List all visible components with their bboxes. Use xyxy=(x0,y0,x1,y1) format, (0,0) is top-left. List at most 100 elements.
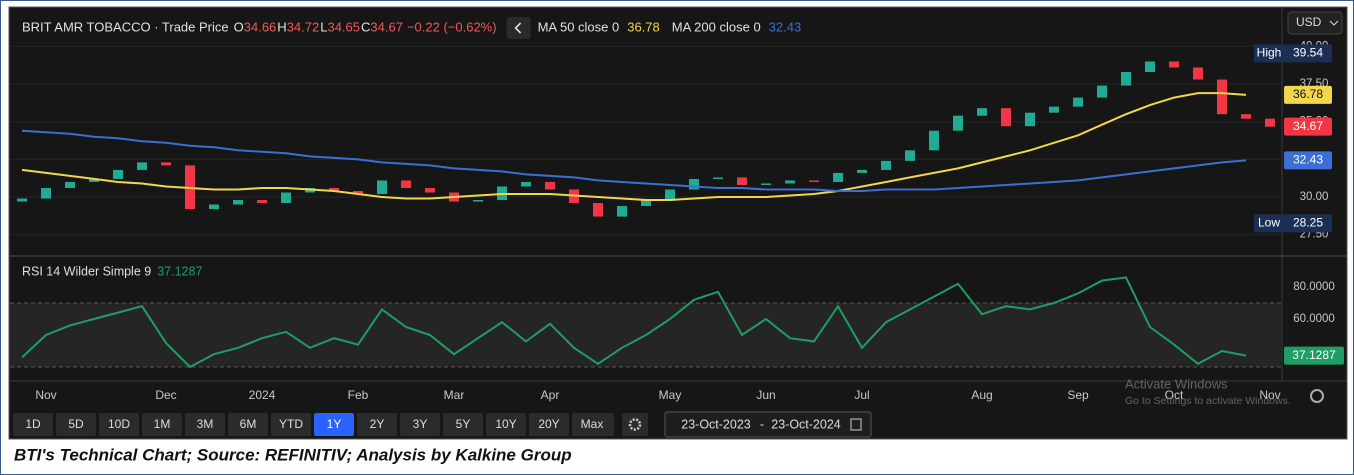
candle-body xyxy=(1121,72,1131,86)
high-value: 39.54 xyxy=(1293,46,1323,60)
candle-body xyxy=(905,150,915,161)
collapse-button[interactable] xyxy=(506,17,531,39)
candle-body xyxy=(977,108,987,116)
ma-badge: 32.43 xyxy=(1293,153,1323,167)
candle-body xyxy=(137,162,147,170)
rsi-badge-bg xyxy=(1284,346,1344,365)
range-label: Max xyxy=(581,417,604,431)
x-tick-label: Jun xyxy=(756,388,775,402)
ohlc-label: C xyxy=(361,19,370,34)
x-tick-label: Jul xyxy=(854,388,869,402)
candle-body xyxy=(953,115,963,131)
y-tick-label: 30.00 xyxy=(1300,191,1329,203)
dropdown-icon xyxy=(1329,20,1339,26)
candle-body xyxy=(401,180,411,188)
candle-body xyxy=(833,172,843,182)
x-tick-label: Nov xyxy=(35,388,56,402)
candle-body xyxy=(65,181,75,188)
x-tick-label: Dec xyxy=(155,388,176,402)
candle-body xyxy=(1001,108,1011,127)
line-series xyxy=(21,129,1247,192)
candle-body xyxy=(521,181,531,187)
date-from: 23-Oct-2023 xyxy=(681,417,751,431)
range-label: 5Y xyxy=(456,417,471,431)
high-tag: High xyxy=(1257,46,1282,60)
line-series xyxy=(21,276,1247,369)
range-button[interactable] xyxy=(228,413,268,436)
range-button[interactable] xyxy=(271,413,311,436)
candle-body xyxy=(665,189,675,201)
range-button[interactable] xyxy=(142,413,182,436)
range-button[interactable] xyxy=(400,413,440,436)
price-badge: 34.67 xyxy=(1293,119,1323,133)
range-button[interactable] xyxy=(529,413,569,436)
currency: USD xyxy=(1296,15,1322,29)
date-separator: - xyxy=(760,417,764,431)
rsi-value: 37.1287 xyxy=(157,264,202,278)
candle-body xyxy=(809,180,819,182)
range-button[interactable] xyxy=(185,413,225,436)
x-tick-label: Feb xyxy=(348,388,369,402)
gear-button[interactable] xyxy=(622,413,648,436)
candle-body xyxy=(761,183,771,185)
candle-body xyxy=(1193,67,1203,80)
range-button[interactable] xyxy=(56,413,96,436)
range-button[interactable] xyxy=(443,413,483,436)
low-value-bg xyxy=(1284,214,1332,233)
candle-body xyxy=(329,187,339,191)
rsi-badge: 37.1287 xyxy=(1292,348,1336,362)
range-label: YTD xyxy=(279,417,303,431)
candle-body xyxy=(1049,106,1059,113)
range-button[interactable] xyxy=(99,413,139,436)
x-tick-label: Nov xyxy=(1259,388,1280,402)
candle-body xyxy=(881,160,891,170)
ohlc-label: L xyxy=(320,19,327,34)
ohlc-label: O xyxy=(234,19,244,34)
low-tag: Low xyxy=(1258,216,1280,230)
low-tag-bg xyxy=(1254,214,1284,233)
currency-select[interactable] xyxy=(1287,11,1343,35)
ohlc-value: 34.66 xyxy=(244,19,277,34)
x-tick-label: Apr xyxy=(541,388,560,402)
candle-body xyxy=(473,200,483,202)
candle-body xyxy=(857,169,867,173)
range-button[interactable] xyxy=(357,413,397,436)
candle-body xyxy=(1241,114,1251,119)
date-to: 23-Oct-2024 xyxy=(771,417,841,431)
range-label: 20Y xyxy=(538,417,559,431)
ma-badge-bg xyxy=(1284,151,1332,170)
candle-body xyxy=(785,180,795,184)
range-label: 6M xyxy=(240,417,257,431)
candle-body xyxy=(209,204,219,210)
collapse-icon xyxy=(514,22,522,34)
ohlc-label: H xyxy=(277,19,286,34)
ma-value: 36.78 xyxy=(627,19,660,34)
watermark-subtitle: Go to Settings to activate Windows. xyxy=(1125,395,1291,407)
candle-body xyxy=(257,200,267,204)
rsi-title: RSI 14 Wilder Simple 9 xyxy=(22,264,151,278)
ma-label: MA 50 close 0 xyxy=(538,19,620,34)
candle-body xyxy=(353,190,363,195)
range-button[interactable] xyxy=(572,413,614,436)
range-label: 1M xyxy=(154,417,171,431)
candle-body xyxy=(689,178,699,190)
candle-body xyxy=(1145,61,1155,73)
range-button[interactable] xyxy=(314,413,354,436)
y-tick-label: 80.0000 xyxy=(1293,281,1335,293)
ma-label: MA 200 close 0 xyxy=(672,19,761,34)
candle-body xyxy=(713,177,723,179)
price-badge-bg xyxy=(1284,117,1332,136)
candle-body xyxy=(1217,79,1227,115)
candle-body xyxy=(377,180,387,195)
range-button[interactable] xyxy=(13,413,53,436)
candle-body xyxy=(641,200,651,207)
candle-body xyxy=(1097,85,1107,98)
high-tag-bg xyxy=(1254,44,1284,63)
x-tick-label: Sep xyxy=(1067,388,1089,402)
x-tick-label: May xyxy=(659,388,682,402)
settings-icon[interactable] xyxy=(1310,389,1324,403)
ohlc-value: 34.72 xyxy=(287,19,320,34)
range-button[interactable] xyxy=(486,413,526,436)
instrument-title: BRIT AMR TOBACCO · Trade Price xyxy=(22,19,229,34)
date-range[interactable] xyxy=(664,411,872,438)
